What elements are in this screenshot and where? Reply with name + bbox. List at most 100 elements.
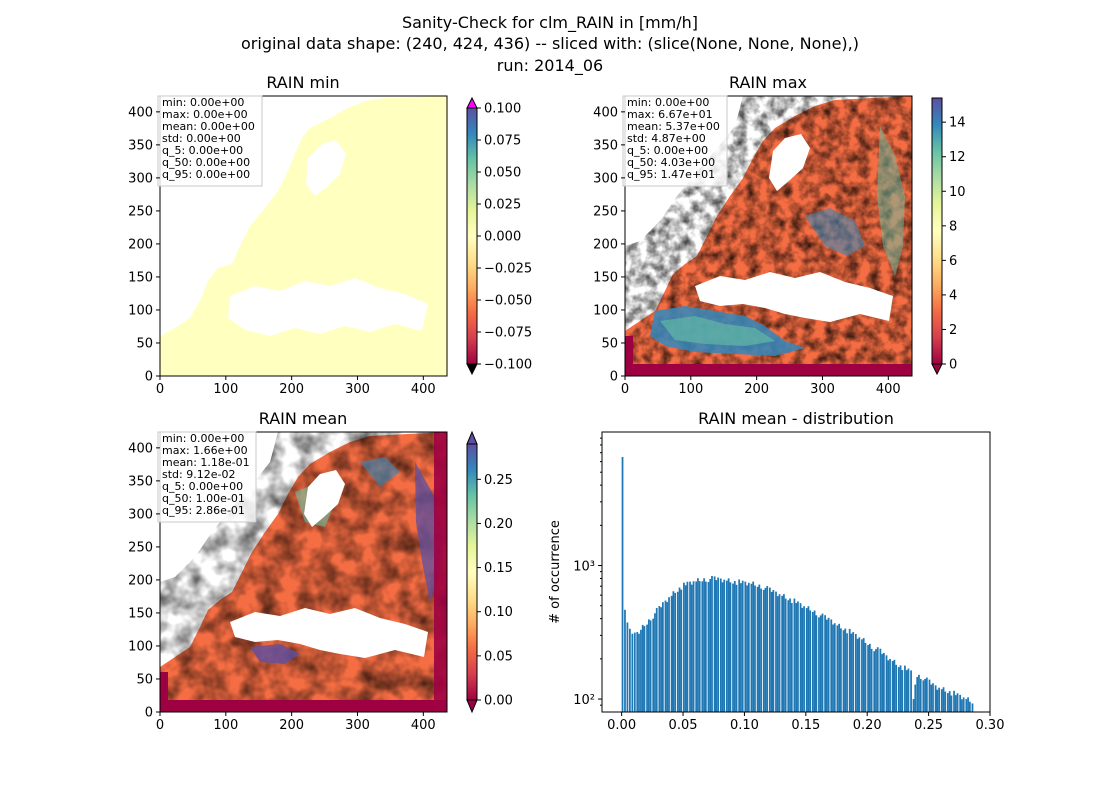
histogram-bar — [636, 632, 639, 712]
histogram-bar — [916, 676, 919, 712]
colorbar-tick-label: 14 — [949, 116, 966, 131]
histogram-bar — [776, 596, 779, 712]
y-tick-label: 0 — [145, 370, 153, 385]
stat-line: mean: 1.18e-01 — [162, 456, 250, 469]
x-tick-label: 100 — [213, 718, 238, 733]
y-tick-label: 0 — [145, 706, 153, 721]
histogram-bar — [762, 589, 765, 712]
histogram-bar — [770, 591, 773, 712]
y-tick-label: 200 — [593, 237, 618, 252]
y-tick-label: 50 — [601, 336, 618, 351]
x-tick-label: 0.10 — [730, 718, 759, 733]
histogram-bar — [811, 611, 814, 712]
histogram-bar — [799, 603, 802, 712]
histogram-bar — [809, 610, 812, 712]
y-tick-label: 400 — [593, 105, 618, 120]
figure-title-line-3: run: 2014_06 — [496, 56, 604, 75]
histogram-bar — [735, 584, 738, 712]
axis-ticks: 0.00 0.05 0.10 0.15 0.20 0.25 0.30 10² 10³ — [573, 437, 1004, 733]
y-axis-label: # of occurrence — [548, 520, 563, 624]
histogram-bar — [922, 680, 925, 712]
histogram-bar — [883, 652, 885, 712]
figure-title-line-2: original data shape: (240, 424, 436) -- … — [241, 34, 859, 53]
histogram-bar — [852, 632, 855, 712]
histogram-bar — [758, 584, 761, 712]
histogram-bar — [790, 603, 793, 712]
colorbar-extend-max — [466, 430, 478, 445]
histogram-bar — [819, 615, 822, 712]
histogram-bar — [885, 655, 888, 712]
histogram-bar — [686, 581, 689, 712]
histogram-bar — [654, 613, 656, 712]
histogram-bar — [924, 678, 926, 712]
colorbar-extend-min — [466, 699, 478, 714]
histogram-bar — [956, 693, 959, 712]
histogram-bar — [697, 578, 699, 712]
histogram-bar — [897, 667, 900, 712]
stat-line: q_95: 2.86e-01 — [162, 504, 245, 517]
histogram-bar — [938, 687, 941, 712]
axis-ticks: 0 100 200 300 400 0 50 100 150 200 250 300 350 400 — [128, 105, 436, 397]
histogram-bar — [678, 587, 681, 712]
colorbar-extend-min — [931, 363, 943, 376]
histogram-bar — [640, 629, 642, 712]
histogram-bar — [928, 679, 931, 712]
stat-line: std: 4.87e+00 — [627, 132, 706, 145]
histogram-bar — [793, 598, 796, 712]
histogram-bar — [942, 687, 945, 712]
stat-line: std: 0.00e+00 — [162, 132, 241, 145]
histogram-bar — [666, 602, 669, 712]
y-tick-label: 150 — [128, 606, 153, 621]
histogram-bar — [954, 695, 957, 712]
x-tick-label: 200 — [279, 718, 304, 733]
histogram-bar — [641, 624, 644, 712]
histogram-bar — [646, 624, 648, 712]
histogram-bar — [778, 594, 781, 712]
y-tick-label: 250 — [593, 204, 618, 219]
histogram-bar — [684, 585, 687, 712]
histogram-bar — [879, 648, 882, 712]
histogram-bar — [807, 606, 810, 712]
histogram-bar — [733, 581, 736, 712]
x-tick-label: 400 — [411, 382, 436, 397]
histogram-bar — [868, 643, 871, 712]
x-tick-label: 300 — [345, 718, 370, 733]
histogram-bar — [676, 591, 679, 712]
colorbar-tick-label: 0.000 — [484, 230, 521, 245]
histogram-bar — [875, 649, 877, 712]
histogram-bar — [703, 578, 705, 712]
histogram-bar — [670, 595, 673, 712]
stat-line: q_50: 4.03e+00 — [627, 156, 715, 169]
colorbar-tick-label: 10 — [949, 185, 966, 200]
histogram-bar — [899, 665, 902, 712]
stat-line: q_5: 0.00e+00 — [162, 480, 243, 493]
colorbar-extend-min — [466, 363, 478, 376]
histogram-bar — [895, 664, 898, 712]
colorbar-tick-label: 0.050 — [484, 166, 521, 181]
colorbar-tick-label: 0.20 — [484, 517, 513, 532]
histogram-bar — [647, 619, 650, 712]
stats-box: min: 0.00e+00 max: 6.67e+01 mean: 5.37e+… — [622, 95, 728, 187]
axis-ticks: 0 100 200 300 400 0 50 100 150 200 250 300 350 400 — [128, 441, 436, 733]
x-tick-label: 0 — [156, 382, 164, 397]
histogram-bar — [815, 615, 818, 712]
histogram-bar — [836, 625, 839, 712]
colorbar-tick-label: −0.025 — [484, 262, 532, 277]
y-tick-label: 100 — [128, 303, 153, 318]
y-tick-label: 50 — [136, 336, 153, 351]
histogram-bar — [936, 689, 939, 712]
colorbar-tick-label: −0.100 — [484, 358, 532, 373]
histogram-bar — [713, 576, 716, 712]
histogram-bar — [631, 633, 634, 712]
svg-text:min: 0.00e+00 max: 1.6: min: 0.00e+00 max: 1.66e+00 mean: 1.18e-… — [162, 432, 253, 517]
stat-line: min: 0.00e+00 — [162, 432, 244, 445]
histogram-bar — [766, 586, 769, 712]
colorbar-tick-label: 0 — [949, 358, 957, 373]
histogram-bar — [824, 615, 826, 712]
histogram-bar — [891, 661, 894, 712]
histogram-bar — [959, 694, 962, 712]
x-tick-label: 100 — [678, 382, 703, 397]
histogram-bar — [689, 581, 691, 712]
histogram-bar — [848, 628, 851, 712]
histogram-bar — [840, 628, 842, 712]
